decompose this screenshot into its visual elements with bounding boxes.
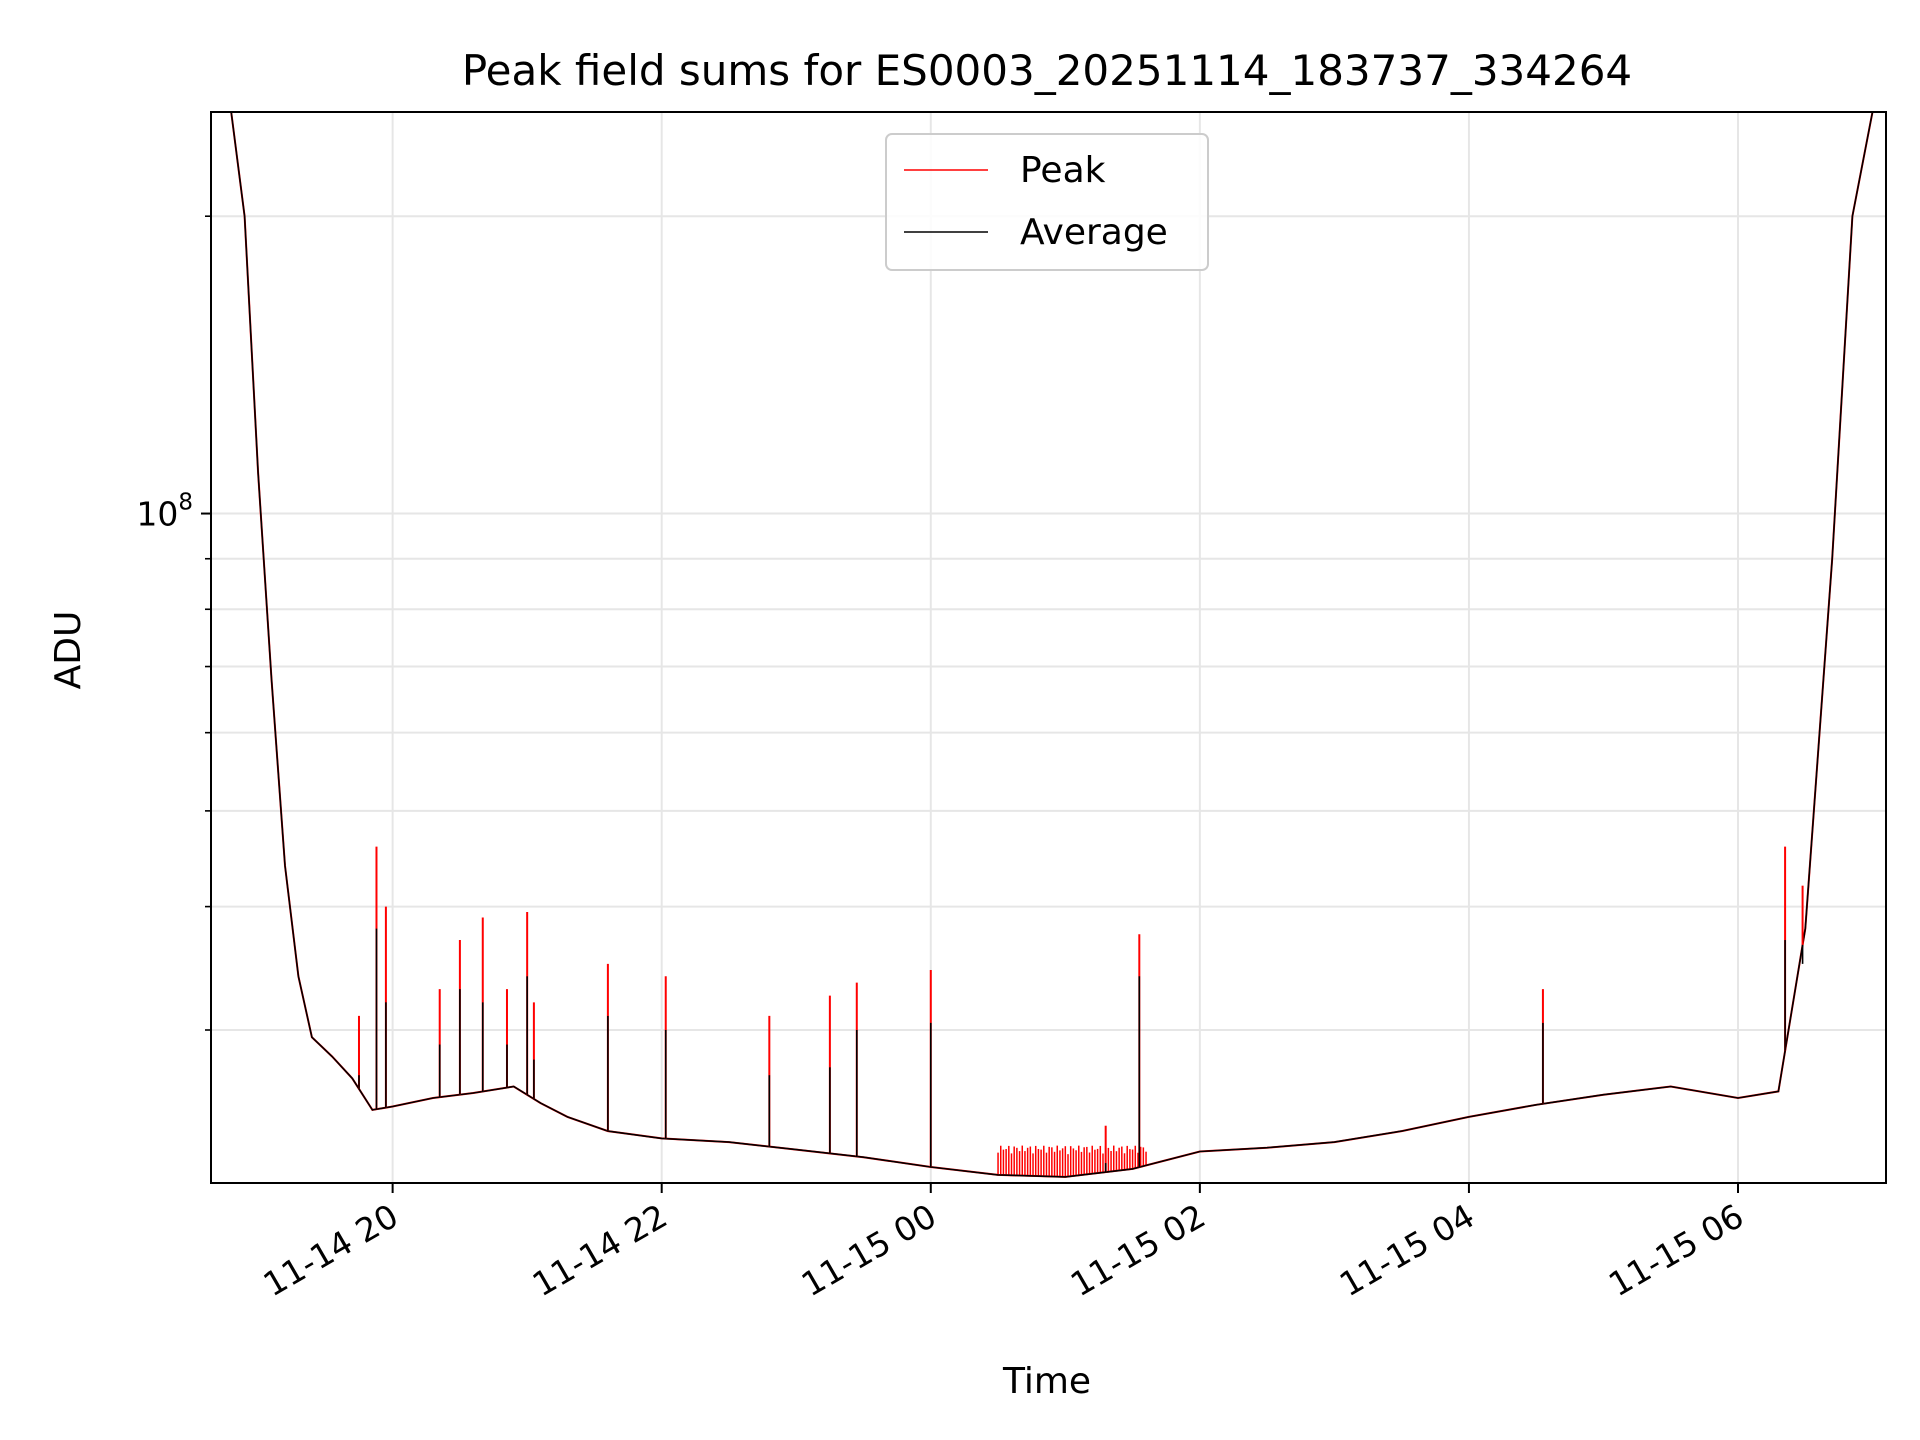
y-ticks: 108 (136, 215, 211, 1031)
y-axis-label: ADU (48, 611, 89, 690)
series-layer (211, 112, 1886, 1178)
y-tick-label: 108 (136, 490, 193, 534)
average-series-line (211, 112, 1886, 1178)
plot-frame (210, 111, 1887, 1184)
legend-peak-label: Peak (1020, 150, 1106, 191)
legend: Peak Average (885, 133, 1209, 271)
chart-title: Peak field sums for ES0003_20251114_1837… (462, 46, 1632, 95)
legend-box (885, 133, 1209, 271)
legend-average-label: Average (1020, 212, 1168, 253)
x-axis-label: Time (1002, 1361, 1091, 1402)
